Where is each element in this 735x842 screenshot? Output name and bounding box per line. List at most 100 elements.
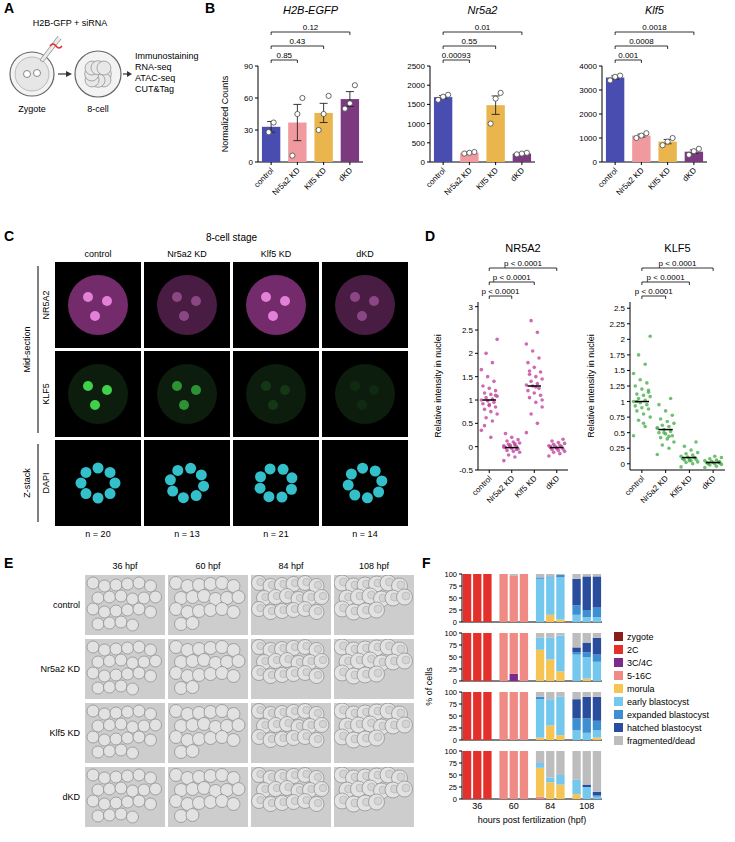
bar-segment xyxy=(463,751,471,752)
embryo xyxy=(110,643,122,655)
embryo xyxy=(204,668,217,681)
embryo xyxy=(92,746,104,758)
p-value: p < 0.0001 xyxy=(481,287,520,296)
bar-segment xyxy=(483,633,491,634)
tick-label: 0 xyxy=(469,443,474,452)
bar-segment xyxy=(556,671,564,681)
data-point xyxy=(531,349,535,353)
bar-segment xyxy=(473,751,481,752)
tick-label: 0 xyxy=(621,460,626,469)
comparison-bracket xyxy=(271,32,350,35)
data-point xyxy=(670,434,674,438)
nucleus xyxy=(172,381,182,391)
embryo xyxy=(99,606,111,618)
bar-segment xyxy=(499,574,507,575)
bar-segment xyxy=(536,577,544,578)
embryo xyxy=(133,795,145,807)
embryo xyxy=(309,605,324,620)
embryo xyxy=(309,733,324,748)
tick-label: 0.5 xyxy=(614,429,626,438)
bar xyxy=(262,127,280,162)
bar-segment xyxy=(473,574,481,575)
data-point xyxy=(708,457,712,461)
bar-segment xyxy=(483,633,491,634)
bar-segment xyxy=(536,650,544,681)
micrograph-bg xyxy=(85,575,165,635)
nucleus xyxy=(286,472,297,483)
embryo xyxy=(232,719,245,732)
tick xyxy=(627,308,630,309)
bar-segment xyxy=(483,692,491,693)
arrow-head xyxy=(127,71,132,77)
bar-segment xyxy=(520,574,528,575)
micrograph xyxy=(233,351,319,437)
nucleus xyxy=(255,471,266,482)
nucleus xyxy=(83,292,93,302)
bar-segment xyxy=(483,574,491,575)
bar-segment xyxy=(499,633,507,634)
error-bar xyxy=(664,139,672,143)
data-point xyxy=(713,455,717,459)
data-point xyxy=(513,443,517,447)
legend-swatch xyxy=(614,697,623,706)
p-value: 0.0018 xyxy=(642,23,667,32)
embryo xyxy=(314,718,329,733)
bar-segment xyxy=(546,782,554,799)
nucleus xyxy=(357,463,368,474)
tick-label: 0.25 xyxy=(609,444,625,453)
micrograph-bg xyxy=(322,440,408,526)
stacked-bar-chart: 0255075100025507510002550751000255075100… xyxy=(424,570,710,825)
bar-segment xyxy=(473,574,481,575)
data-point xyxy=(696,451,700,455)
micrograph-bg xyxy=(55,351,141,437)
embryo xyxy=(110,733,122,745)
stage-label: 8-cell xyxy=(87,104,109,114)
data-point xyxy=(637,397,641,401)
tick-label: 75 xyxy=(449,700,457,709)
category-label: dKD xyxy=(544,474,562,492)
tick xyxy=(469,162,470,165)
data-point xyxy=(635,392,639,396)
tick-label: 3000 xyxy=(579,86,597,95)
bar-segment xyxy=(583,785,591,787)
data-point xyxy=(513,442,517,446)
embryo xyxy=(122,668,134,680)
bar-segment xyxy=(510,692,518,693)
column-label: 60 hpf xyxy=(195,561,221,571)
embryo xyxy=(104,783,116,795)
bar-segment xyxy=(510,751,518,752)
legend-swatch xyxy=(614,671,623,680)
data-point xyxy=(558,452,562,456)
bar-segment xyxy=(510,751,518,752)
bar-segment xyxy=(483,633,491,634)
pipette xyxy=(40,36,61,62)
comparison-bracket xyxy=(642,268,713,271)
bar-segment xyxy=(483,692,491,693)
embryo-signal xyxy=(335,275,395,335)
bar-segment xyxy=(473,751,481,752)
bar-segment xyxy=(499,574,507,575)
row-label: control xyxy=(53,600,80,610)
comparison-bracket xyxy=(271,46,324,49)
cavity xyxy=(314,773,322,781)
data-point xyxy=(484,352,488,356)
bar-segment xyxy=(463,692,471,693)
data-point xyxy=(679,465,683,469)
data-point xyxy=(480,368,484,372)
tick-label: 0 xyxy=(249,158,254,167)
data-point xyxy=(532,391,536,395)
data-point xyxy=(540,377,544,381)
p-value: 0.0008 xyxy=(629,37,654,46)
bar-segment xyxy=(483,692,491,693)
embryo xyxy=(232,591,245,604)
micrograph-bg xyxy=(233,262,319,348)
tick-label: 500 xyxy=(412,139,426,148)
embryo xyxy=(138,656,150,668)
marks xyxy=(480,319,567,463)
bar-segment xyxy=(520,751,528,799)
tick-label: 30 xyxy=(244,126,253,135)
bar-segment xyxy=(463,751,471,752)
data-point xyxy=(669,397,673,401)
bar-segment xyxy=(572,633,580,647)
embryo xyxy=(92,682,104,694)
